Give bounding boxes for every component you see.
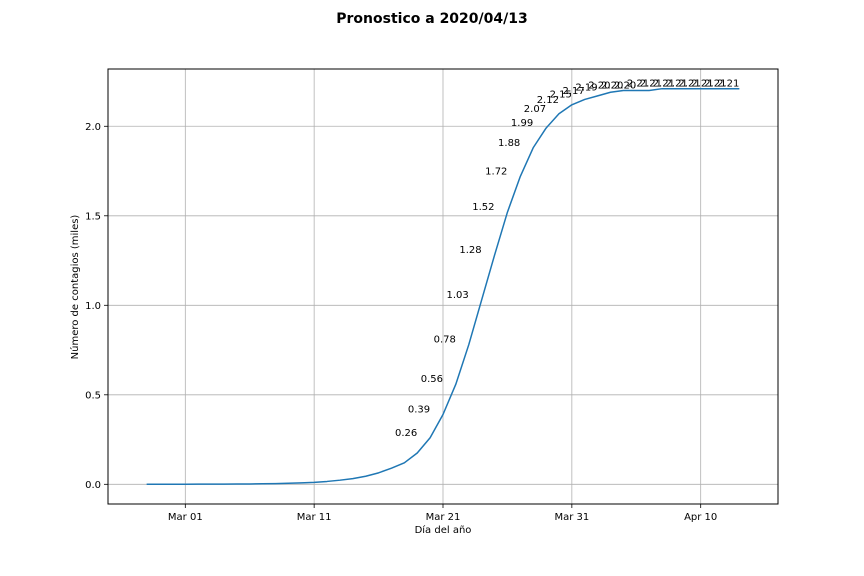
data-label: 2.21 <box>691 79 713 90</box>
data-label: 1.72 <box>485 166 507 177</box>
data-label: 2.21 <box>704 79 726 90</box>
data-label: 1.52 <box>472 202 494 213</box>
data-labels: 0.26 0.39 0.56 0.78 1.03 1.28 1.52 1.72 1.88 1.99… <box>395 79 739 439</box>
data-label: 2.20 <box>588 80 610 91</box>
y-tick-label: 1.0 <box>85 301 101 312</box>
data-label: 2.21 <box>678 79 700 90</box>
x-axis-label: Día del año <box>415 524 472 536</box>
data-label: 0.56 <box>421 374 443 385</box>
data-label: 2.21 <box>666 79 688 90</box>
data-label: 2.21 <box>653 79 675 90</box>
data-label: 1.99 <box>511 118 533 129</box>
y-tick-label: 1.5 <box>85 211 101 222</box>
chart-title: Pronostico a 2020/04/13 <box>336 11 527 27</box>
data-label: 2.20 <box>601 80 623 91</box>
series-group <box>146 87 740 486</box>
data-label: 1.88 <box>498 138 520 149</box>
data-label: 1.28 <box>459 245 481 256</box>
y-axis: 0.0 0.5 1.0 1.5 2.0 <box>85 122 108 491</box>
data-label: 2.17 <box>562 86 584 97</box>
data-label: 0.78 <box>434 335 456 346</box>
x-tick-label: Mar 11 <box>297 512 332 523</box>
y-axis-label: Número de contagios (miles) <box>69 215 81 360</box>
y-tick-label: 0.0 <box>85 480 101 491</box>
y-tick-label: 0.5 <box>85 390 101 401</box>
data-label: 1.03 <box>447 290 469 301</box>
series-line <box>146 87 740 486</box>
data-label: 2.21 <box>640 79 662 90</box>
data-label: 0.39 <box>408 404 430 415</box>
data-label: 2.21 <box>717 79 739 90</box>
data-label: 2.07 <box>524 104 546 115</box>
x-tick-label: Mar 31 <box>554 512 589 523</box>
data-label: 2.15 <box>550 89 572 100</box>
data-label: 2.12 <box>537 95 559 106</box>
x-tick-label: Mar 21 <box>426 512 461 523</box>
x-tick-label: Apr 10 <box>684 512 717 523</box>
grid <box>108 69 778 504</box>
data-label: 2.21 <box>627 79 649 90</box>
x-axis: Mar 01 Mar 11 Mar 21 Mar 31 Apr 10 <box>168 504 717 523</box>
data-label: 0.26 <box>395 428 417 439</box>
y-tick-label: 2.0 <box>85 122 101 133</box>
data-label: 2.19 <box>575 82 597 93</box>
data-label: 2.20 <box>614 80 636 91</box>
x-tick-label: Mar 01 <box>168 512 203 523</box>
